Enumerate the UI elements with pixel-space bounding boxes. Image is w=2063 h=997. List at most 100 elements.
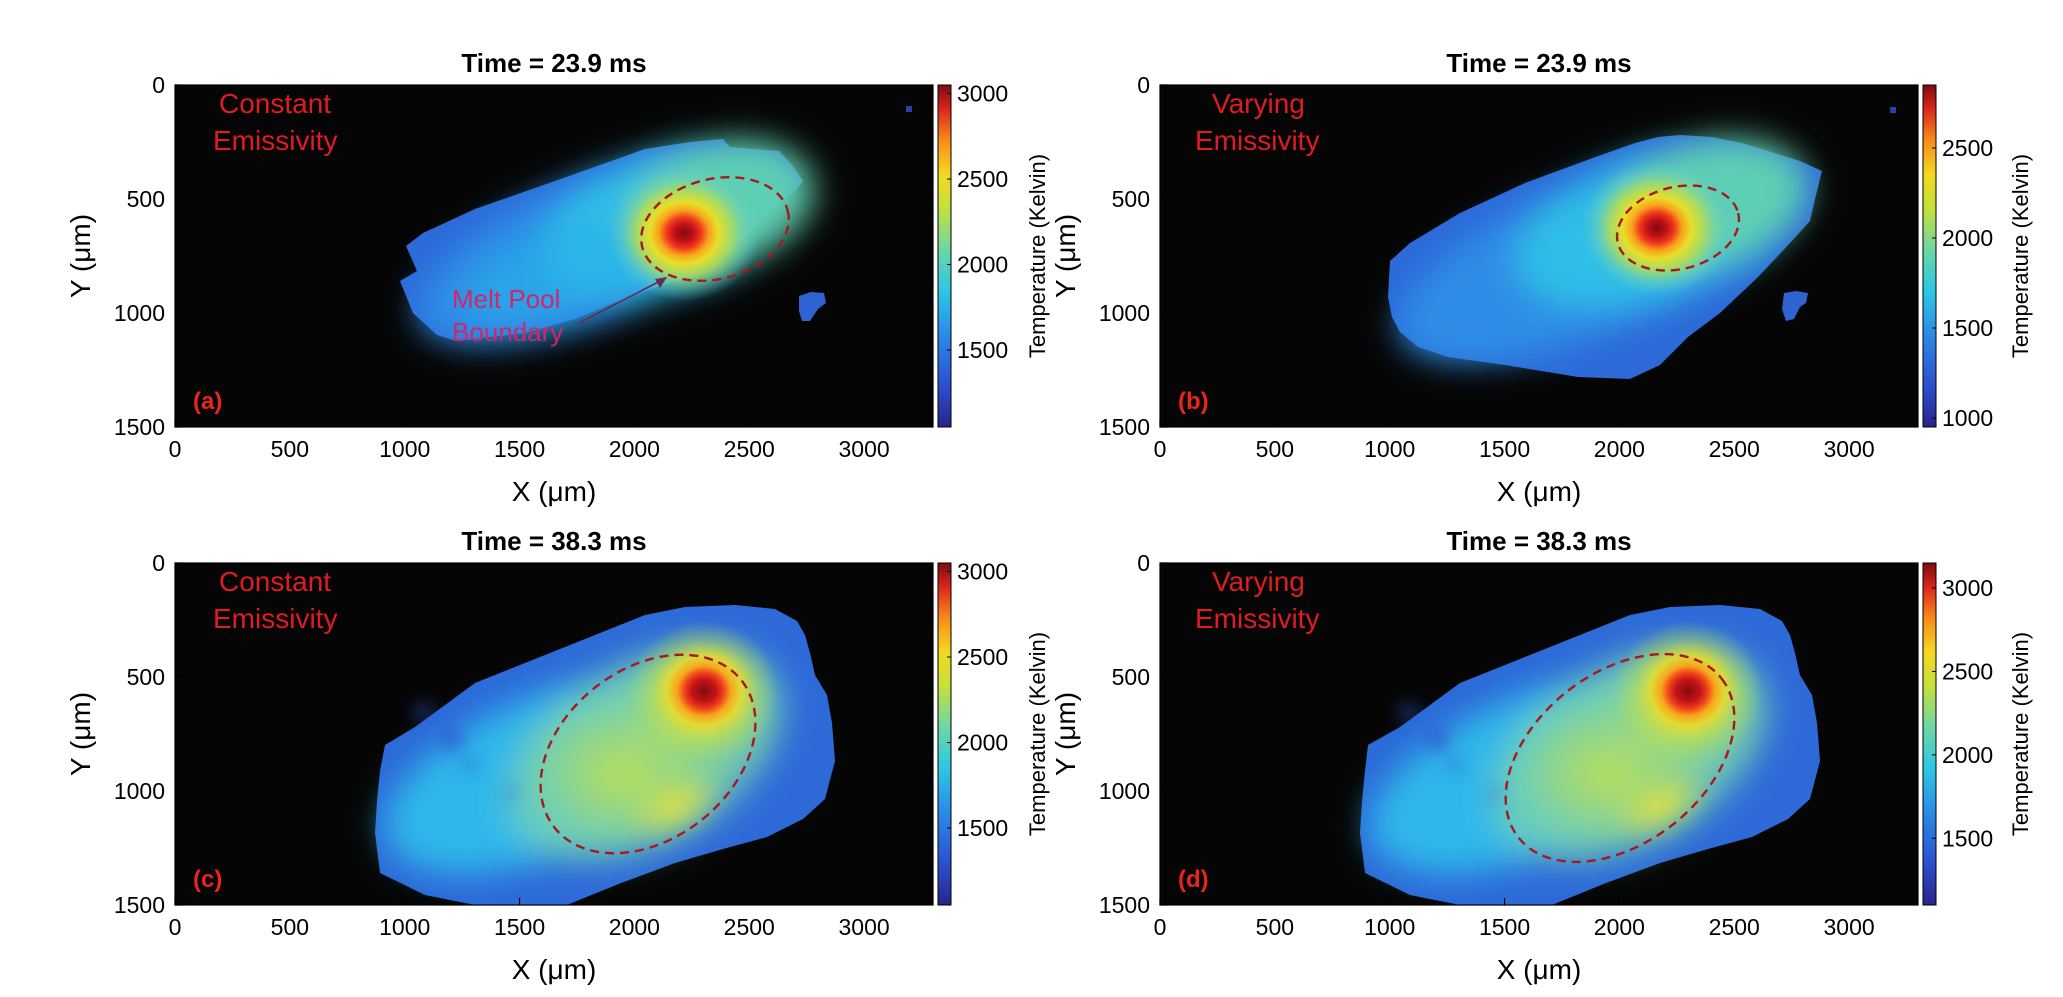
- x-axis: 0 500 1000 1500 2000 2500 3000 X (μm): [169, 898, 890, 985]
- y-axis-label: Y (μm): [65, 214, 96, 298]
- y-axis-label: Y (μm): [1050, 692, 1081, 776]
- plot-title: Time = 23.9 ms: [461, 48, 646, 78]
- y-axis: 0 500 1000 1500 Y (μm): [1050, 550, 1167, 918]
- x-axis-label: X (μm): [1497, 476, 1582, 507]
- x-tick-label: 500: [271, 436, 309, 462]
- plot-frame: [174, 562, 934, 906]
- x-axis-label: X (μm): [1497, 954, 1582, 985]
- colorbar-tick-label: 3000: [957, 81, 1008, 107]
- annotation-line-2: Emissivity: [213, 125, 337, 156]
- colorbar-label: Temperature (Kelvin): [1025, 154, 1050, 358]
- panel-b: Varying Emissivity (b) Time = 23.9 ms 0 5…: [1050, 48, 2033, 507]
- melt-pool-boundary: [640, 176, 790, 282]
- y-axis-label: Y (μm): [1050, 214, 1081, 298]
- temperature-field: [375, 605, 835, 905]
- annotation-line-1: Varying: [1212, 566, 1305, 597]
- y-tick-label: 500: [127, 664, 165, 690]
- x-tick-label: 1500: [494, 914, 545, 940]
- x-axis: 0 500 1000 1500 2000 2500 3000 X (μm): [1154, 420, 1875, 507]
- annotation-line-2: Emissivity: [1195, 603, 1319, 634]
- colorbar-scale: [1922, 84, 1937, 428]
- colorbar-tick-label: 2000: [1942, 225, 1993, 251]
- colorbar-tick-label: 2000: [957, 730, 1008, 756]
- temperature-field: [400, 106, 912, 345]
- x-tick-label: 1500: [1479, 436, 1530, 462]
- y-tick-label: 500: [1112, 664, 1150, 690]
- panel-d: Varying Emissivity (d) Time = 38.3 ms 0 5…: [1050, 526, 2033, 985]
- colorbar-tick-label: 3000: [957, 559, 1008, 585]
- colorbar-tick-label: 2500: [957, 644, 1008, 670]
- callout-line-1: Melt Pool: [452, 284, 560, 314]
- panel-label: (a): [193, 388, 222, 415]
- colorbar-tick-label: 2500: [1942, 135, 1993, 161]
- y-axis: 0 500 1000 1500 Y (μm): [65, 550, 182, 918]
- plot-frame: [1159, 562, 1919, 906]
- temperature-field: [1388, 107, 1896, 379]
- x-tick-label: 2500: [1709, 914, 1760, 940]
- x-tick-label: 2500: [724, 436, 775, 462]
- y-tick-label: 1500: [114, 892, 165, 918]
- melt-pool-boundary: [1504, 652, 1736, 864]
- colorbar: 1500 2000 2500 3000 Temperature (Kelvin): [937, 559, 1050, 906]
- annotation-line-1: Constant: [219, 88, 331, 119]
- x-tick-label: 1000: [1364, 436, 1415, 462]
- colorbar: 1500 2000 2500 3000 Temperature (Kelvin): [1922, 562, 2033, 906]
- colorbar-tick-label: 1500: [957, 815, 1008, 841]
- x-tick-label: 500: [1256, 436, 1294, 462]
- x-axis-label: X (μm): [512, 954, 597, 985]
- x-tick-label: 2500: [724, 914, 775, 940]
- x-tick-label: 0: [1154, 914, 1167, 940]
- panel-c: Constant Emissivity (c) Time = 38.3 ms 0…: [65, 526, 1050, 985]
- x-tick-label: 500: [1256, 914, 1294, 940]
- x-tick-label: 500: [271, 914, 309, 940]
- plot-title: Time = 23.9 ms: [1446, 48, 1631, 78]
- x-tick-label: 3000: [839, 436, 890, 462]
- annotation-line-1: Varying: [1212, 88, 1305, 119]
- x-tick-label: 2000: [609, 436, 660, 462]
- x-tick-label: 1500: [494, 436, 545, 462]
- x-tick-label: 3000: [839, 914, 890, 940]
- annotation-line-2: Emissivity: [213, 603, 337, 634]
- plot-frame: [1159, 84, 1919, 428]
- y-tick-label: 0: [1137, 72, 1150, 98]
- x-axis-label: X (μm): [512, 476, 597, 507]
- x-axis: 0 500 1000 1500 2000 2500 3000 X (μm): [1154, 898, 1875, 985]
- colorbar: 1000 1500 2000 2500 Temperature (Kelvin): [1922, 84, 2033, 431]
- colorbar-tick-label: 1500: [1942, 825, 1993, 851]
- callout-arrowhead: [655, 277, 667, 288]
- colorbar-scale: [1922, 562, 1937, 906]
- x-tick-label: 2000: [609, 914, 660, 940]
- colorbar-label: Temperature (Kelvin): [1025, 632, 1050, 836]
- panel-label: (d): [1178, 866, 1209, 893]
- x-axis: 0 500 1000 1500 2000 2500 3000 X (μm): [169, 420, 890, 507]
- x-tick-label: 0: [1154, 436, 1167, 462]
- colorbar-tick-label: 2000: [1942, 742, 1993, 768]
- y-tick-label: 1500: [1099, 414, 1150, 440]
- colorbar-tick-label: 3000: [1942, 575, 1993, 601]
- melt-pool-boundary: [1615, 184, 1741, 272]
- x-tick-label: 0: [169, 436, 182, 462]
- colorbar-tick-label: 1500: [1942, 315, 1993, 341]
- callout-line-2: Boundary: [452, 317, 563, 347]
- y-tick-label: 1000: [1099, 778, 1150, 804]
- colorbar-scale: [937, 84, 952, 428]
- y-tick-label: 1500: [1099, 892, 1150, 918]
- x-tick-label: 1500: [1479, 914, 1530, 940]
- y-tick-label: 0: [152, 550, 165, 576]
- x-tick-label: 1000: [379, 914, 430, 940]
- x-tick-label: 3000: [1824, 914, 1875, 940]
- y-tick-label: 1000: [114, 300, 165, 326]
- x-tick-label: 1000: [1364, 914, 1415, 940]
- y-tick-label: 1500: [114, 414, 165, 440]
- x-tick-label: 2000: [1594, 436, 1645, 462]
- colorbar-label: Temperature (Kelvin): [2008, 632, 2033, 836]
- callout-arrow: [578, 277, 667, 324]
- y-axis-label: Y (μm): [65, 692, 96, 776]
- annotation-line-2: Emissivity: [1195, 125, 1319, 156]
- y-tick-label: 0: [152, 72, 165, 98]
- colorbar-tick-label: 2500: [957, 166, 1008, 192]
- colorbar-tick-label: 1000: [1942, 405, 1993, 431]
- y-axis: 0 500 1000 1500 Y (μm): [1050, 72, 1167, 440]
- y-tick-label: 0: [1137, 550, 1150, 576]
